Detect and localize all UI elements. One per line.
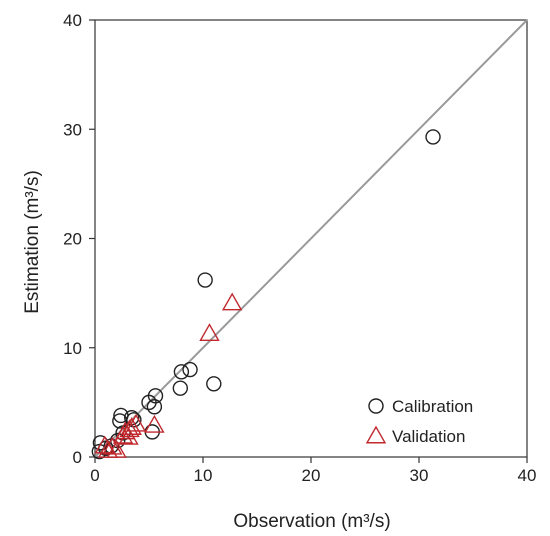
data-point-validation: [125, 413, 147, 432]
data-point-calibration: [197, 272, 213, 288]
points-layer: [91, 129, 441, 460]
data-point-validation: [121, 417, 142, 435]
data-point-calibration: [173, 364, 190, 380]
y-axis-title: Estimation (m³/s): [22, 170, 43, 314]
legend-triangle-marker: [365, 425, 387, 444]
data-point-validation: [106, 440, 127, 458]
data-point-validation: [102, 436, 123, 455]
series-calibration: [91, 129, 441, 460]
data-point-validation: [199, 323, 220, 341]
x-tick-label: 30: [410, 466, 429, 485]
y-tick-label: 20: [63, 230, 82, 249]
legend-label-calibration: Calibration: [392, 397, 473, 416]
x-tick-label: 10: [194, 466, 213, 485]
x-axis-ticks: 0 10 20 30 40: [90, 457, 536, 485]
y-tick-label: 40: [63, 11, 82, 30]
data-point-calibration: [146, 399, 163, 415]
data-point-calibration: [172, 380, 189, 396]
data-point-calibration: [425, 129, 441, 145]
y-axis-ticks: 0 10 20 30 40: [63, 11, 95, 467]
data-point-validation: [144, 414, 165, 433]
x-tick-label: 20: [302, 466, 321, 485]
legend-marker-validation: [365, 425, 387, 444]
x-tick-label: 40: [518, 466, 537, 485]
data-point-calibration: [182, 361, 198, 378]
reference-line-layer: [94, 19, 528, 458]
legend-marker-calibration: [368, 398, 384, 414]
legend-label-validation: Validation: [392, 427, 465, 446]
series-validation: [94, 292, 243, 458]
data-point-validation: [119, 419, 140, 438]
x-tick-label: 0: [90, 466, 99, 485]
x-axis-title: Observation (m³/s): [233, 511, 390, 532]
legend-item-calibration: Calibration: [368, 397, 473, 416]
y-tick-label: 30: [63, 120, 82, 139]
y-tick-label: 10: [63, 339, 82, 358]
data-point-calibration: [206, 376, 222, 392]
legend-item-validation: Validation: [365, 425, 465, 446]
legend: Calibration Validation: [365, 397, 473, 446]
one-to-one-line: [94, 19, 528, 458]
y-tick-label: 0: [73, 448, 82, 467]
data-point-validation: [221, 292, 243, 311]
data-point-calibration: [147, 388, 164, 404]
legend-circle-marker: [368, 398, 384, 414]
